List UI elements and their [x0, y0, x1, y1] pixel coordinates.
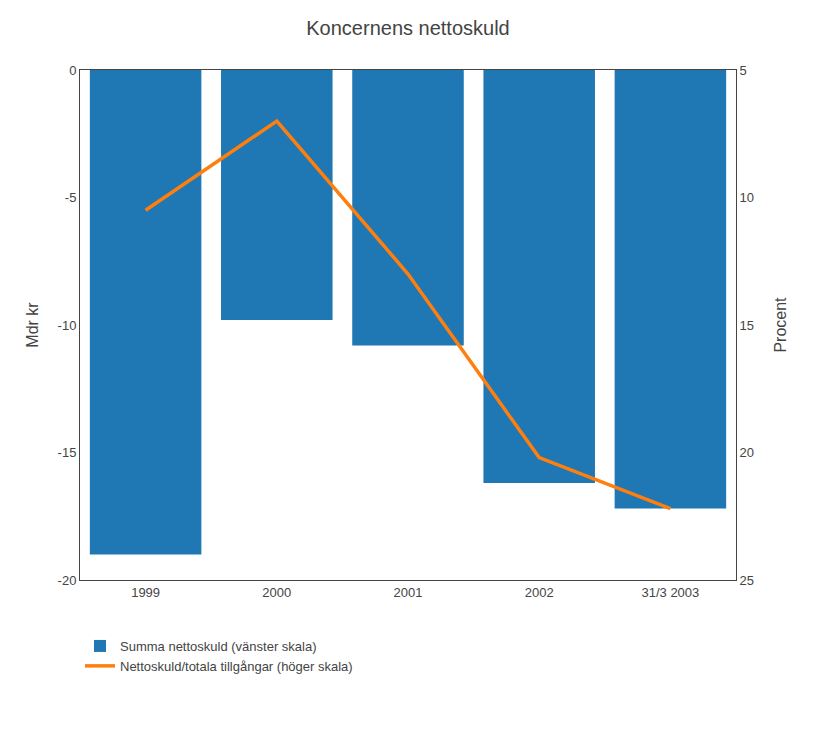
- svg-text:-10: -10: [58, 318, 77, 333]
- svg-text:25: 25: [740, 573, 754, 588]
- svg-text:-20: -20: [58, 573, 77, 588]
- svg-text:-5: -5: [65, 190, 77, 205]
- svg-text:5: 5: [740, 63, 747, 78]
- svg-text:Summa nettoskuld (vänster skal: Summa nettoskuld (vänster skala): [120, 639, 317, 654]
- svg-text:15: 15: [740, 318, 754, 333]
- svg-text:1999: 1999: [131, 585, 160, 600]
- svg-text:Koncernens nettoskuld: Koncernens nettoskuld: [306, 17, 509, 39]
- svg-text:2001: 2001: [394, 585, 423, 600]
- svg-text:Procent: Procent: [772, 297, 789, 353]
- svg-text:-15: -15: [58, 445, 77, 460]
- svg-text:2000: 2000: [262, 585, 291, 600]
- svg-text:0: 0: [69, 63, 76, 78]
- svg-text:Mdr kr: Mdr kr: [24, 302, 41, 348]
- svg-text:10: 10: [740, 190, 754, 205]
- svg-text:31/3 2003: 31/3 2003: [641, 585, 699, 600]
- svg-text:20: 20: [740, 445, 754, 460]
- svg-text:2002: 2002: [525, 585, 554, 600]
- svg-text:Nettoskuld/totala tillgångar (: Nettoskuld/totala tillgångar (höger skal…: [120, 659, 353, 674]
